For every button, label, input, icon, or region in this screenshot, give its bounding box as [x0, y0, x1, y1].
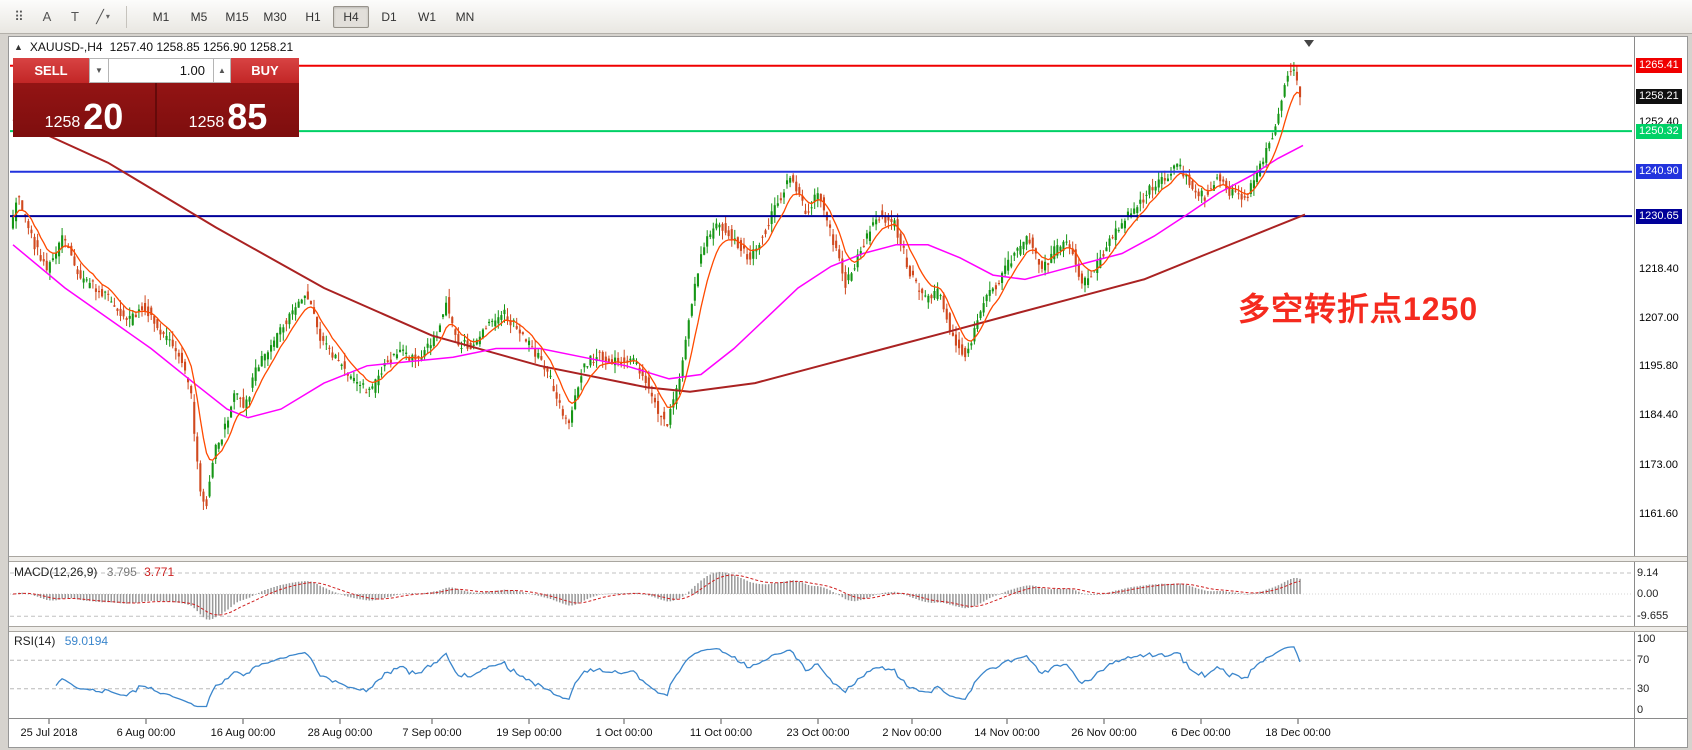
sell-price[interactable]: 1258 20 — [13, 83, 155, 137]
sell-price-pips: 20 — [83, 96, 124, 138]
one-click-collapse-icon[interactable]: ▲ — [14, 42, 23, 52]
timeframe-w1[interactable]: W1 — [418, 9, 436, 24]
timeframe-m1[interactable]: M1 — [152, 9, 170, 24]
timeframe-m5[interactable]: M5 — [190, 9, 208, 24]
volume-input[interactable]: 1.00 — [109, 58, 213, 83]
trade-controls-row: SELL ▼ 1.00 ▲ BUY — [13, 58, 299, 83]
chevron-down-icon: ▾ — [105, 12, 110, 21]
sell-button[interactable]: SELL — [13, 58, 89, 83]
chart-annotation[interactable]: 多空转折点1250 — [1238, 291, 1479, 327]
macd-name: MACD(12,26,9) — [14, 565, 98, 579]
annotation-a-icon[interactable]: A — [42, 9, 52, 24]
timeframe-h4[interactable]: H4 — [333, 5, 369, 28]
timeframe-m30[interactable]: M30 — [263, 9, 287, 24]
buy-price-main: 1258 — [188, 114, 225, 132]
text-label-icon[interactable]: T — [71, 9, 79, 24]
macd-value-signal: 3.771 — [144, 565, 175, 579]
volume-dropdown[interactable]: ▼ — [89, 58, 109, 83]
sell-price-main: 1258 — [44, 114, 81, 132]
timeframe-d1[interactable]: D1 — [381, 9, 397, 24]
rsi-header: RSI(14) 59.0194 — [14, 634, 108, 648]
toolbar: ⠿ A T ╱ ▾ M1 M5 M15 M30 H1 H4 D1 W1 MN — [0, 0, 1692, 34]
buy-price[interactable]: 1258 85 — [157, 83, 299, 137]
ohlc-values: 1257.40 1258.85 1256.90 1258.21 — [109, 40, 294, 54]
rsi-name: RSI(14) — [14, 634, 56, 648]
timeframe-h1[interactable]: H1 — [305, 9, 321, 24]
chevron-down-icon: ▼ — [95, 66, 103, 75]
macd-value-main: 3.795 — [106, 565, 137, 579]
chevron-up-icon: ▲ — [218, 66, 226, 75]
price-divider — [155, 83, 157, 137]
symbol-title: XAUUSD-,H4 — [29, 40, 103, 54]
timeframe-group: M1 M5 M15 M30 H1 H4 D1 W1 MN — [143, 5, 485, 28]
chart-header: ▲ XAUUSD-,H4 1257.40 1258.85 1256.90 125… — [14, 40, 293, 54]
drawing-tools-icon[interactable]: ╱ ▾ — [96, 8, 110, 24]
macd-header: MACD(12,26,9) 3.795 3.771 — [14, 565, 174, 579]
panel-splitter-rsi[interactable] — [9, 626, 1687, 632]
trade-prices-row: 1258 20 1258 85 — [13, 83, 299, 137]
crosshair-grid-icon[interactable]: ⠿ — [14, 8, 24, 24]
timeframe-mn[interactable]: MN — [455, 9, 475, 24]
panel-splitter-macd[interactable] — [9, 556, 1687, 562]
toolbar-icon-group: ⠿ A T ╱ ▾ — [6, 4, 118, 30]
buy-price-pips: 85 — [227, 96, 268, 138]
one-click-trading-panel: SELL ▼ 1.00 ▲ BUY 1258 20 1258 85 — [13, 58, 299, 137]
buy-button[interactable]: BUY — [231, 58, 299, 83]
rsi-value: 59.0194 — [64, 634, 109, 648]
timeframe-m15[interactable]: M15 — [225, 9, 249, 24]
toolbar-separator — [126, 5, 127, 28]
volume-stepper[interactable]: ▲ — [213, 58, 231, 83]
